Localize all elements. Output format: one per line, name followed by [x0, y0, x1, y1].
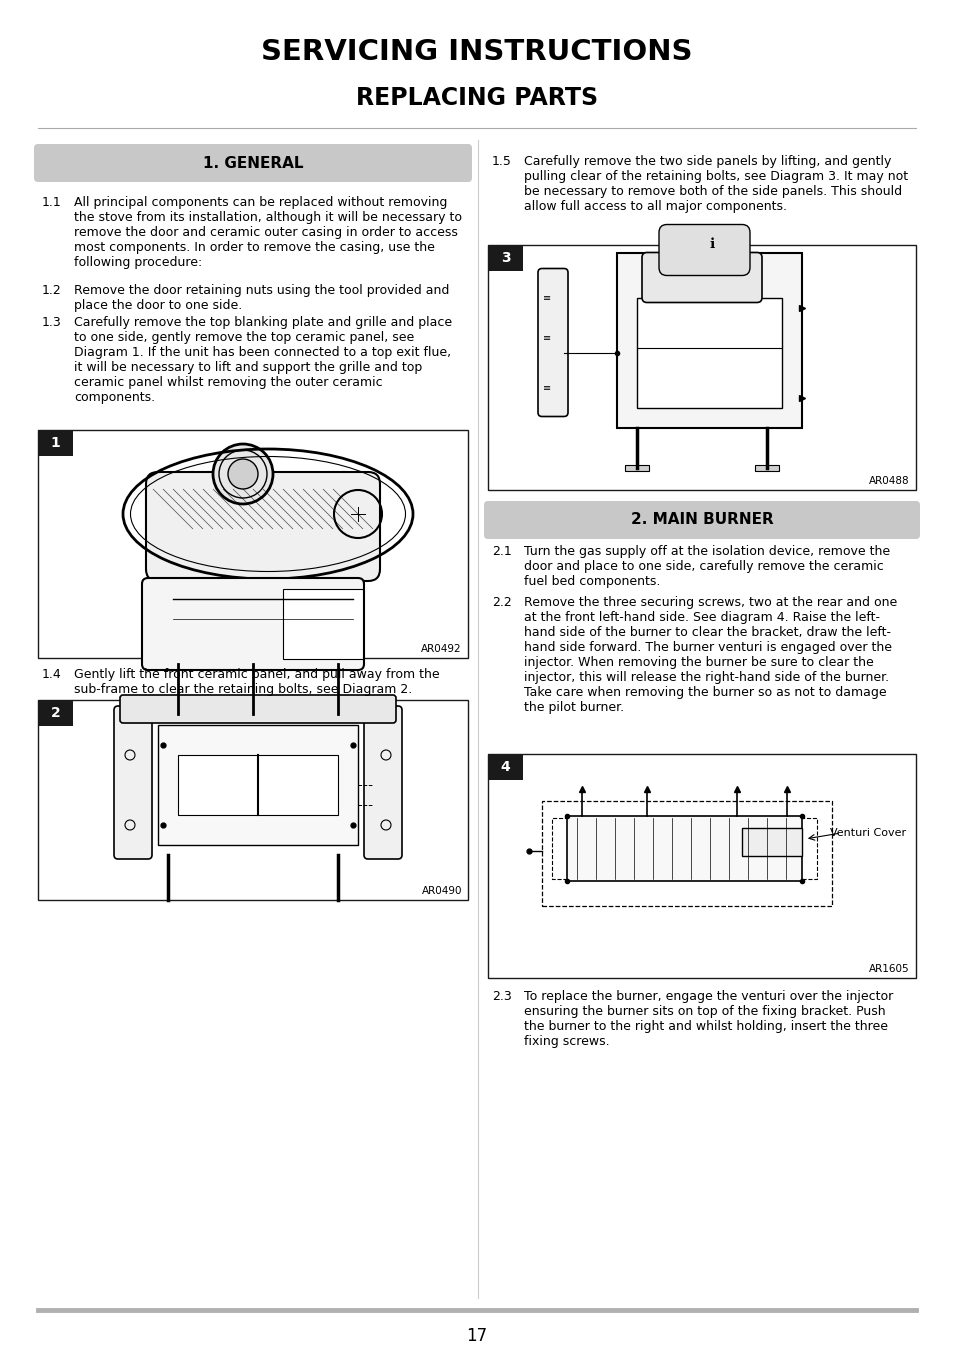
- Text: 1.3: 1.3: [42, 316, 62, 330]
- Bar: [178, 755, 337, 815]
- Text: 4: 4: [500, 761, 510, 774]
- FancyBboxPatch shape: [483, 501, 919, 539]
- Bar: [637, 297, 781, 408]
- Text: AR1605: AR1605: [868, 965, 909, 974]
- Bar: [158, 725, 357, 844]
- Bar: [541, 801, 831, 907]
- FancyBboxPatch shape: [120, 694, 395, 723]
- Circle shape: [213, 444, 273, 504]
- Bar: [624, 465, 648, 470]
- Text: AR0488: AR0488: [868, 476, 909, 486]
- FancyBboxPatch shape: [146, 471, 379, 581]
- Text: 1. GENERAL: 1. GENERAL: [203, 155, 303, 170]
- Bar: [38, 430, 468, 658]
- Bar: [488, 245, 522, 272]
- Text: Carefully remove the two side panels by lifting, and gently
pulling clear of the: Carefully remove the two side panels by …: [523, 155, 907, 213]
- Text: Remove the three securing screws, two at the rear and one
at the front left-hand: Remove the three securing screws, two at…: [523, 596, 897, 713]
- FancyBboxPatch shape: [34, 145, 472, 182]
- Text: 2.3: 2.3: [492, 990, 511, 1002]
- Text: ≡: ≡: [542, 332, 551, 343]
- Text: REPLACING PARTS: REPLACING PARTS: [355, 86, 598, 109]
- Text: SERVICING INSTRUCTIONS: SERVICING INSTRUCTIONS: [261, 38, 692, 66]
- FancyBboxPatch shape: [113, 707, 152, 859]
- Bar: [38, 700, 73, 725]
- FancyBboxPatch shape: [641, 253, 761, 303]
- FancyBboxPatch shape: [364, 707, 401, 859]
- Text: 1: 1: [51, 436, 60, 450]
- Text: 1.5: 1.5: [492, 155, 512, 168]
- Text: ≡: ≡: [542, 293, 551, 303]
- Text: 2.1: 2.1: [492, 544, 511, 558]
- Text: 2.2: 2.2: [492, 596, 511, 609]
- Bar: [488, 754, 522, 780]
- Text: To replace the burner, engage the venturi over the injector
ensuring the burner : To replace the burner, engage the ventur…: [523, 990, 892, 1048]
- Bar: [488, 754, 915, 978]
- Text: 17: 17: [466, 1327, 487, 1346]
- Text: 2. MAIN BURNER: 2. MAIN BURNER: [630, 512, 773, 527]
- Text: AR0490: AR0490: [421, 886, 461, 896]
- FancyBboxPatch shape: [659, 224, 749, 276]
- Text: All principal components can be replaced without removing
the stove from its ins: All principal components can be replaced…: [74, 196, 461, 269]
- Text: Carefully remove the top blanking plate and grille and place
to one side, gently: Carefully remove the top blanking plate …: [74, 316, 452, 404]
- Text: 1.4: 1.4: [42, 667, 62, 681]
- Bar: [283, 589, 363, 659]
- Bar: [38, 430, 73, 457]
- Text: ℹ: ℹ: [709, 238, 714, 251]
- Bar: [741, 828, 801, 857]
- Text: Turn the gas supply off at the isolation device, remove the
door and place to on: Turn the gas supply off at the isolation…: [523, 544, 889, 588]
- Circle shape: [228, 459, 257, 489]
- Text: Venturi Cover: Venturi Cover: [829, 828, 905, 838]
- FancyBboxPatch shape: [142, 578, 364, 670]
- Bar: [754, 465, 779, 470]
- Text: 1.1: 1.1: [42, 196, 62, 209]
- Text: Gently lift the front ceramic panel, and pull away from the
sub-frame to clear t: Gently lift the front ceramic panel, and…: [74, 667, 439, 696]
- Text: ≡: ≡: [542, 382, 551, 393]
- Text: 1.2: 1.2: [42, 284, 62, 297]
- Text: AR0492: AR0492: [421, 644, 461, 654]
- Bar: [617, 253, 801, 427]
- Bar: [38, 700, 468, 900]
- Bar: [566, 816, 801, 881]
- FancyBboxPatch shape: [537, 269, 567, 416]
- Text: Remove the door retaining nuts using the tool provided and
place the door to one: Remove the door retaining nuts using the…: [74, 284, 449, 312]
- Text: 2: 2: [51, 707, 60, 720]
- Text: 3: 3: [500, 251, 510, 265]
- Bar: [488, 245, 915, 490]
